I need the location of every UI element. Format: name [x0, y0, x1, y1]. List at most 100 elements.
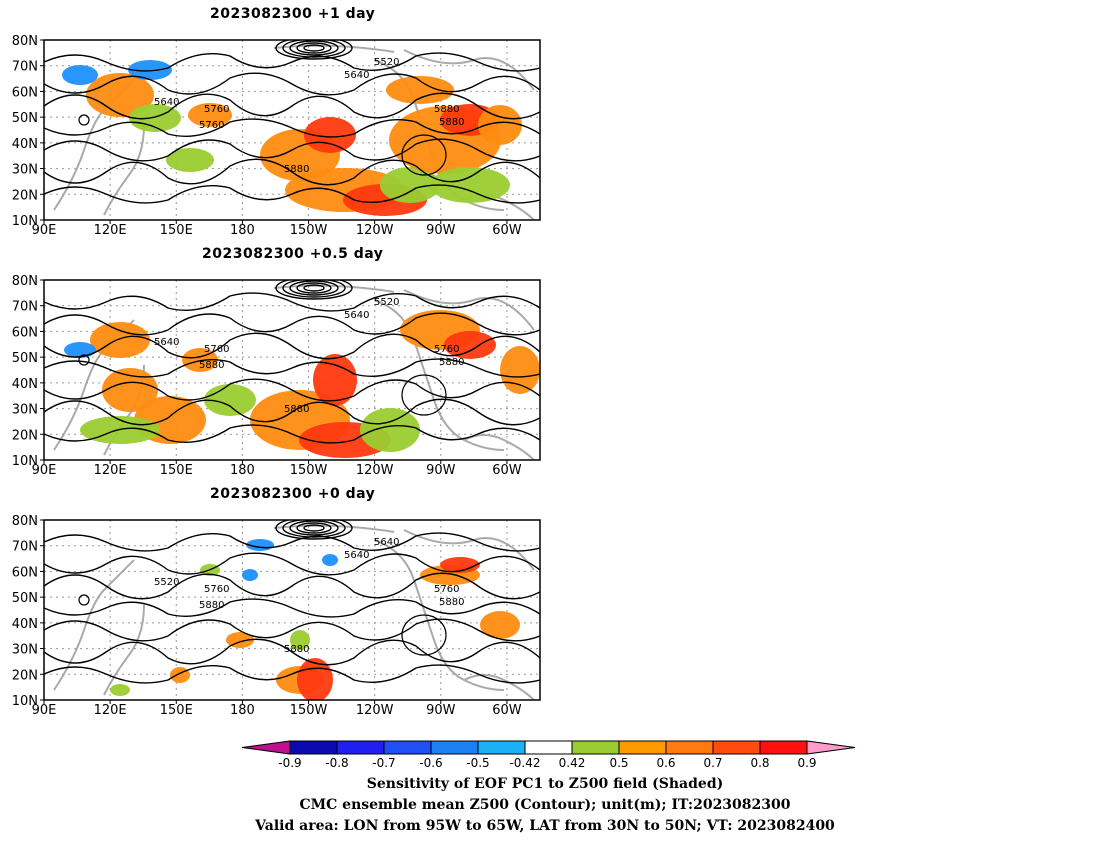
contour-label: 5640	[154, 337, 179, 348]
low-center-contour	[282, 280, 346, 298]
lat-label: 50N	[12, 591, 38, 606]
height-contour	[44, 398, 540, 426]
lon-label: 120W	[356, 223, 394, 238]
contour-label: 5640	[154, 97, 179, 108]
low-center-contour	[289, 40, 339, 56]
colorbar-swatch	[712, 740, 761, 755]
low-center-contour	[289, 280, 339, 296]
height-contour	[44, 358, 540, 378]
height-contour	[44, 532, 540, 552]
contour-label: 5520	[154, 577, 179, 588]
low-center-contour	[282, 40, 346, 58]
coastline	[373, 539, 505, 691]
height-contour	[44, 72, 540, 96]
colorbar-swatch	[477, 740, 526, 755]
height-contour	[44, 292, 540, 312]
colorbar-low-arrow	[241, 740, 291, 755]
lat-label: 30N	[12, 643, 38, 658]
contour-label: 5640	[374, 537, 399, 548]
coastline	[403, 289, 535, 331]
low-center-contour	[275, 40, 353, 60]
map-frame	[43, 279, 541, 461]
closed-contour	[401, 134, 447, 176]
low-center-contour	[296, 282, 332, 294]
closed-contour	[401, 614, 447, 656]
sensitivity-shading	[102, 368, 158, 412]
lon-label: 120E	[94, 463, 127, 478]
closed-contour	[78, 354, 90, 366]
contour-label: 5880	[439, 117, 464, 128]
lat-label: 10N	[12, 694, 38, 709]
contour-label: 5520	[374, 297, 399, 308]
lon-label: 60W	[492, 703, 522, 718]
lon-label: 60W	[492, 223, 522, 238]
lat-label: 70N	[12, 540, 38, 555]
colorbar-swatch	[524, 740, 573, 755]
contour-label: 5640	[344, 310, 369, 321]
sensitivity-shading	[322, 554, 338, 566]
colorbar-tick-label: 0.5	[609, 756, 628, 770]
colorbar-high-arrow	[806, 740, 856, 755]
height-contour	[44, 118, 540, 138]
colorbar-tick-label: 0.42	[559, 756, 586, 770]
lat-label: 80N	[12, 274, 38, 289]
contour-label: 5760	[199, 120, 224, 131]
colorbar-tick-label: -0.8	[325, 756, 348, 770]
lon-label: 90W	[426, 703, 456, 718]
colorbar-tick-label: -0.7	[372, 756, 395, 770]
closed-contour	[78, 114, 90, 126]
sensitivity-shading	[129, 104, 181, 132]
contour-label: 5520	[374, 57, 399, 68]
colorbar-tick-label: 0.9	[797, 756, 816, 770]
colorbar-swatch	[571, 740, 620, 755]
lon-label: 120E	[94, 223, 127, 238]
height-contour	[44, 92, 540, 120]
lon-label: 90W	[426, 463, 456, 478]
low-center-contour	[303, 524, 325, 532]
colorbar-tick-label: -0.42	[509, 756, 540, 770]
contour-label: 5880	[284, 164, 309, 175]
sensitivity-shading	[500, 346, 540, 394]
lat-label: 20N	[12, 668, 38, 683]
height-contour	[44, 52, 540, 72]
lat-label: 40N	[12, 377, 38, 392]
sensitivity-shading	[478, 105, 522, 145]
sensitivity-shading	[166, 148, 214, 172]
colorbar-tick-label: 0.8	[750, 756, 769, 770]
coastline	[463, 434, 535, 460]
panel-1-title: 2023082300 +1 day	[210, 6, 376, 22]
lon-label: 150W	[290, 703, 328, 718]
lat-label: 60N	[12, 325, 38, 340]
sensitivity-shading	[313, 354, 357, 406]
low-center-contour	[275, 280, 353, 300]
colorbar-swatch	[289, 740, 338, 755]
sensitivity-shading	[304, 117, 356, 153]
contour-label: 5760	[204, 344, 229, 355]
lat-label: 70N	[12, 300, 38, 315]
height-contour	[44, 638, 540, 666]
sensitivity-shading	[86, 73, 154, 117]
lon-label: 120E	[94, 703, 127, 718]
contour-label: 5880	[439, 357, 464, 368]
colorbar: -0.9 -0.8 -0.7 -0.6 -0.5 -0.42 0.42 0.5 0.6 0.7 0.…	[241, 740, 856, 770]
colorbar-swatch	[665, 740, 714, 755]
sensitivity-shading	[62, 65, 98, 85]
contour-label: 5760	[434, 584, 459, 595]
sensitivity-shading	[386, 76, 454, 104]
lon-label: 150E	[160, 223, 193, 238]
lon-label: 90E	[32, 703, 57, 718]
lat-label: 10N	[12, 454, 38, 469]
lat-label: 40N	[12, 137, 38, 152]
low-center-contour	[296, 522, 332, 534]
colorbar-swatch	[618, 740, 667, 755]
sensitivity-shading	[188, 103, 232, 127]
lon-label: 120W	[356, 463, 394, 478]
map-frame	[43, 39, 541, 221]
coastline	[273, 284, 395, 293]
sensitivity-shading	[430, 167, 510, 203]
height-contour	[44, 332, 540, 360]
sensitivity-shading	[290, 630, 310, 650]
